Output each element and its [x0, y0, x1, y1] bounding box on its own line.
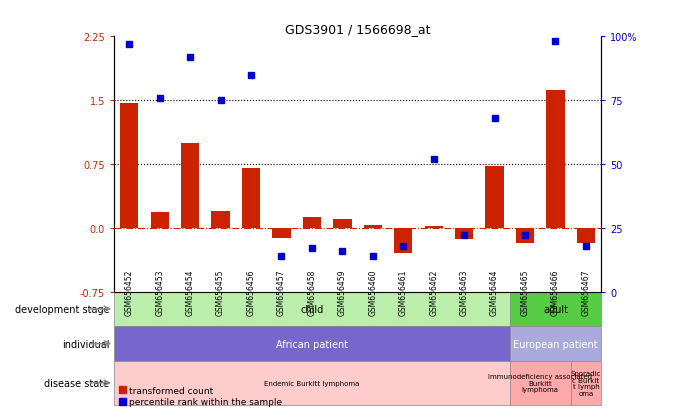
Bar: [114, 327, 510, 361]
Legend: transformed count, percentile rank within the sample: transformed count, percentile rank withi…: [119, 386, 283, 406]
Bar: [303, 217, 321, 228]
Text: child: child: [301, 304, 323, 314]
Text: GSM656460: GSM656460: [368, 269, 377, 315]
Text: development stage: development stage: [15, 304, 109, 314]
Text: Sporadic
c Burkit
t lymph
oma: Sporadic c Burkit t lymph oma: [571, 370, 601, 396]
Text: African patient: African patient: [276, 339, 348, 349]
Text: GSM656455: GSM656455: [216, 269, 225, 315]
Text: GSM656462: GSM656462: [429, 269, 438, 315]
Bar: [333, 220, 352, 228]
Text: Endemic Burkitt lymphoma: Endemic Burkitt lymphoma: [264, 380, 359, 386]
Bar: [486, 167, 504, 228]
Text: GSM656466: GSM656466: [551, 269, 560, 315]
Bar: [510, 327, 601, 361]
Bar: [547, 91, 565, 228]
Text: GSM656457: GSM656457: [277, 269, 286, 315]
Text: European patient: European patient: [513, 339, 598, 349]
Text: GSM656464: GSM656464: [490, 269, 499, 315]
Bar: [510, 292, 601, 327]
Text: GSM656463: GSM656463: [460, 269, 468, 315]
Bar: [114, 292, 510, 327]
Text: disease state: disease state: [44, 378, 109, 388]
Text: GSM656456: GSM656456: [247, 269, 256, 315]
Bar: [211, 211, 229, 228]
Bar: [516, 228, 534, 244]
Bar: [394, 228, 413, 254]
Text: Immunodeficiency associated
Burkitt
lymphoma: Immunodeficiency associated Burkitt lymp…: [489, 373, 592, 392]
Text: GSM656461: GSM656461: [399, 269, 408, 315]
Text: GSM656459: GSM656459: [338, 269, 347, 315]
Text: GSM656467: GSM656467: [581, 269, 590, 315]
Bar: [510, 361, 571, 405]
Bar: [272, 228, 291, 238]
Bar: [151, 213, 169, 228]
Text: GSM656465: GSM656465: [520, 269, 529, 315]
Text: GSM656458: GSM656458: [307, 269, 316, 315]
Text: GSM656453: GSM656453: [155, 269, 164, 315]
Bar: [455, 228, 473, 239]
Bar: [120, 103, 138, 228]
Text: adult: adult: [543, 304, 568, 314]
Bar: [242, 169, 260, 228]
Text: GSM656454: GSM656454: [186, 269, 195, 315]
Bar: [571, 361, 601, 405]
Bar: [363, 225, 382, 228]
Bar: [114, 361, 510, 405]
Title: GDS3901 / 1566698_at: GDS3901 / 1566698_at: [285, 23, 430, 36]
Bar: [424, 227, 443, 228]
Text: GSM656452: GSM656452: [125, 269, 134, 315]
Bar: [577, 228, 595, 244]
Text: individual: individual: [61, 339, 109, 349]
Bar: [181, 143, 199, 228]
